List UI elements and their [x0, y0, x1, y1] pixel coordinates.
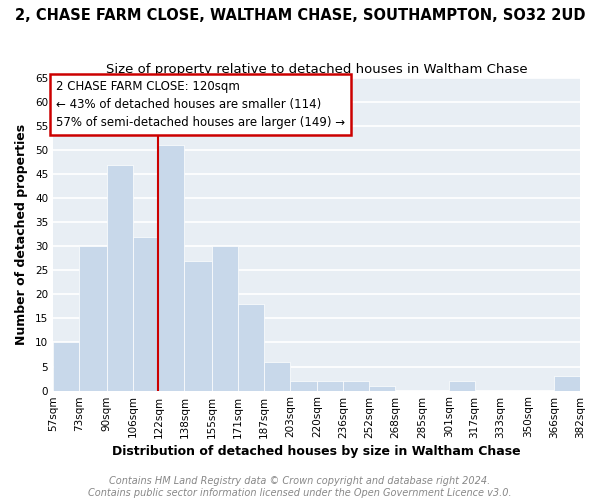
Bar [369, 386, 395, 390]
Text: 2 CHASE FARM CLOSE: 120sqm
← 43% of detached houses are smaller (114)
57% of sem: 2 CHASE FARM CLOSE: 120sqm ← 43% of deta… [56, 80, 345, 128]
Bar [343, 381, 369, 390]
Bar [264, 362, 290, 390]
Bar [317, 381, 343, 390]
Bar [133, 236, 158, 390]
Bar [238, 304, 264, 390]
Bar [212, 246, 238, 390]
Bar [554, 376, 580, 390]
Text: Contains HM Land Registry data © Crown copyright and database right 2024.
Contai: Contains HM Land Registry data © Crown c… [88, 476, 512, 498]
Bar [290, 381, 317, 390]
Bar [158, 146, 184, 390]
Bar [53, 342, 79, 390]
Title: Size of property relative to detached houses in Waltham Chase: Size of property relative to detached ho… [106, 62, 527, 76]
Bar [449, 381, 475, 390]
Bar [79, 246, 107, 390]
X-axis label: Distribution of detached houses by size in Waltham Chase: Distribution of detached houses by size … [112, 444, 521, 458]
Bar [107, 164, 133, 390]
Text: 2, CHASE FARM CLOSE, WALTHAM CHASE, SOUTHAMPTON, SO32 2UD: 2, CHASE FARM CLOSE, WALTHAM CHASE, SOUT… [15, 8, 585, 22]
Bar [184, 261, 212, 390]
Y-axis label: Number of detached properties: Number of detached properties [15, 124, 28, 345]
